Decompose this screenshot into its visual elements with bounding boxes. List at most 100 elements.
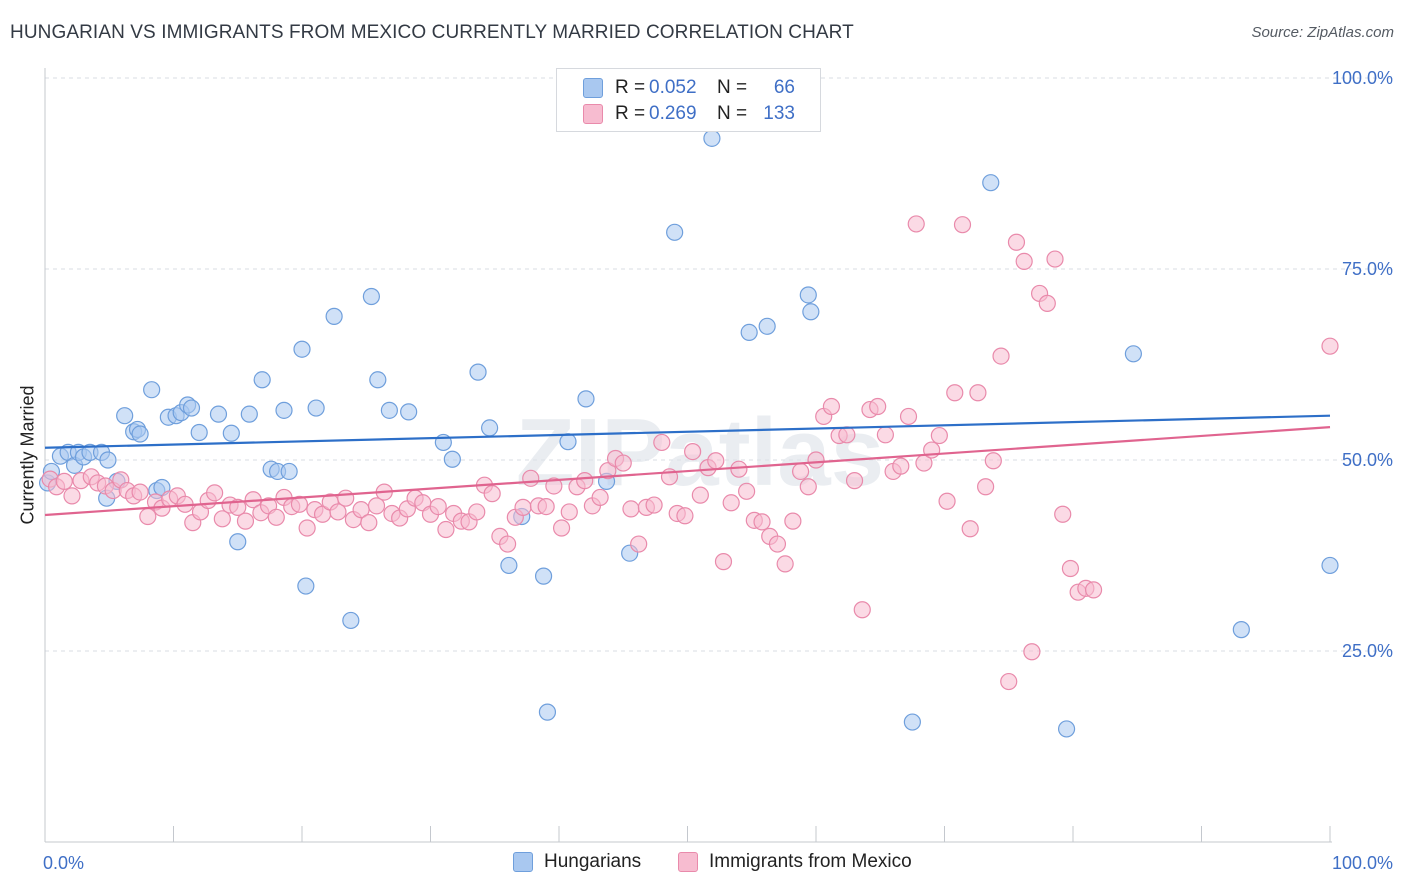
data-point <box>1124 345 1142 363</box>
data-point <box>691 486 709 504</box>
data-point <box>481 419 499 437</box>
data-points <box>38 129 1339 738</box>
data-point <box>707 452 725 470</box>
data-point <box>267 508 285 526</box>
data-point <box>758 317 776 335</box>
data-point <box>139 507 157 526</box>
trend-lines <box>44 414 1331 517</box>
data-point <box>676 507 694 525</box>
x-tick-label: 0.0% <box>43 853 84 873</box>
data-point <box>538 703 557 721</box>
data-point <box>969 384 987 402</box>
data-point <box>63 487 81 505</box>
data-point <box>560 503 578 521</box>
data-point <box>253 371 271 389</box>
data-point <box>297 577 315 595</box>
data-point <box>293 340 311 358</box>
data-point <box>209 405 228 423</box>
data-point <box>1000 672 1018 691</box>
data-point <box>714 553 733 571</box>
data-point <box>784 512 802 530</box>
data-point <box>776 555 794 573</box>
data-point <box>534 567 553 585</box>
data-point <box>822 397 841 416</box>
data-point <box>1015 252 1033 270</box>
data-point <box>55 472 73 490</box>
data-point <box>1232 621 1250 639</box>
data-point <box>1023 643 1041 661</box>
trend-line-mexico <box>44 426 1331 517</box>
data-point <box>1321 556 1339 575</box>
data-point <box>853 601 871 619</box>
data-point <box>791 462 810 481</box>
legend-row-hungarians: R = 0.052 N = 66 <box>583 76 795 100</box>
data-point <box>614 454 632 472</box>
x-tick-labels: 0.0% 100.0% <box>43 853 1393 873</box>
legend-swatch-hungarians <box>513 852 533 872</box>
data-point <box>807 451 825 469</box>
legend-swatch-mexico <box>678 852 698 872</box>
y-tick-label: 50.0% <box>1342 450 1393 470</box>
series-mexico <box>41 215 1339 691</box>
data-point <box>369 371 387 389</box>
data-point <box>903 713 921 731</box>
n-value: 133 <box>763 103 795 124</box>
data-point <box>537 498 555 516</box>
data-point <box>206 484 224 502</box>
data-point <box>899 407 918 426</box>
data-point <box>229 533 247 551</box>
data-point <box>1057 720 1076 738</box>
data-point <box>577 390 595 408</box>
data-point <box>845 472 864 490</box>
data-point <box>229 498 247 516</box>
data-point <box>367 497 386 515</box>
y-tick-label: 100.0% <box>1332 68 1393 88</box>
n-label: N = <box>717 103 748 124</box>
data-point <box>946 384 964 402</box>
data-point <box>740 323 758 342</box>
data-point <box>961 520 979 538</box>
data-point <box>483 485 501 503</box>
data-point <box>468 503 486 521</box>
data-point <box>280 462 298 481</box>
y-tick-label: 25.0% <box>1342 641 1393 661</box>
data-point <box>131 425 149 443</box>
data-point <box>1007 233 1026 251</box>
data-point <box>222 424 240 442</box>
legend-row-mexico: R = 0.269 N = 133 <box>583 102 795 126</box>
legend-label-mexico: Immigrants from Mexico <box>709 851 912 872</box>
legend-swatch-mexico <box>583 104 603 124</box>
data-point <box>684 442 702 461</box>
data-point <box>599 462 617 480</box>
data-point <box>190 423 208 442</box>
data-point <box>236 512 255 530</box>
data-point <box>325 307 343 325</box>
data-point <box>645 496 663 514</box>
data-point <box>576 472 594 490</box>
data-point <box>429 498 447 516</box>
data-point <box>799 286 817 304</box>
data-point <box>522 469 540 487</box>
data-point <box>1321 337 1339 355</box>
data-point <box>275 401 293 419</box>
data-point <box>213 510 231 528</box>
source-credit: Source: ZipAtlas.com <box>1251 24 1394 41</box>
data-point <box>290 495 309 513</box>
data-point <box>738 482 756 500</box>
y-tick-labels: 25.0% 50.0% 75.0% 100.0% <box>1332 68 1393 661</box>
data-point <box>876 426 894 444</box>
data-point <box>116 407 134 425</box>
data-point <box>437 520 455 539</box>
data-point <box>799 478 817 496</box>
data-point <box>500 556 518 575</box>
data-point <box>984 452 1002 470</box>
data-point <box>514 498 532 516</box>
data-point <box>545 477 563 495</box>
legend-label-hungarians: Hungarians <box>544 851 642 872</box>
data-point <box>653 433 671 452</box>
data-point <box>380 401 398 419</box>
data-point <box>329 503 347 521</box>
data-point <box>131 483 149 501</box>
data-point <box>240 405 258 423</box>
data-point <box>552 519 571 537</box>
